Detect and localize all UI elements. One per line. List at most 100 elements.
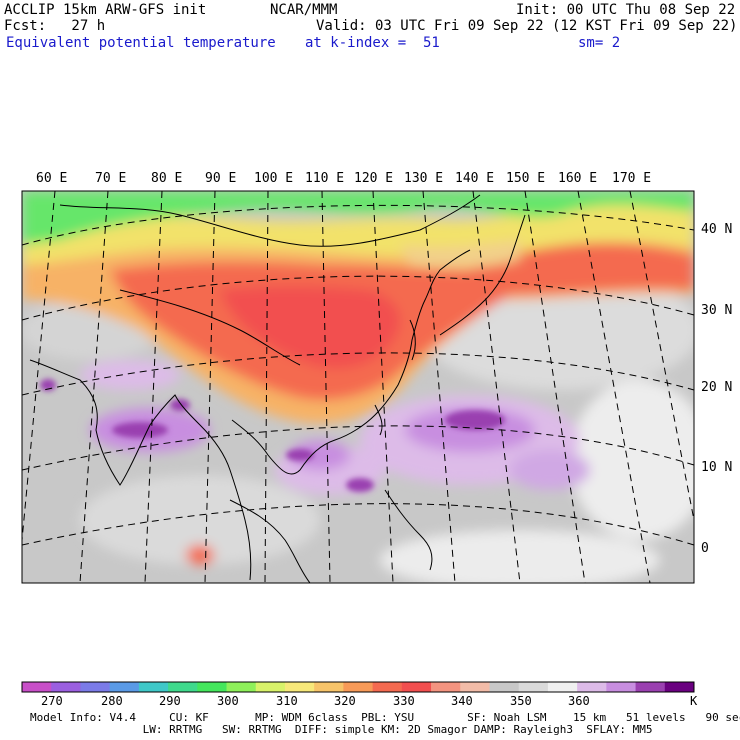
lat-line-30 xyxy=(22,275,694,321)
lat-line-0 xyxy=(22,503,694,546)
philippines-coastline xyxy=(384,489,433,571)
himalaya-border xyxy=(119,289,301,366)
map-frame xyxy=(21,190,695,584)
colorbar-swatch xyxy=(284,682,315,692)
colorbar-swatch xyxy=(401,682,432,692)
field-dark-purple xyxy=(445,410,505,430)
colorbar-swatch xyxy=(372,682,403,692)
colorbar-tick-label: 300 xyxy=(217,694,239,708)
colorbar-swatch xyxy=(197,682,228,692)
lon-label: 60 E xyxy=(36,171,68,186)
field-lilac xyxy=(510,450,590,490)
field-green xyxy=(22,191,694,245)
colorbar-swatch xyxy=(51,682,81,692)
colorbar-swatch xyxy=(138,682,169,692)
lat-label: 20 N xyxy=(701,380,733,395)
lon-line xyxy=(144,191,163,583)
lon-line xyxy=(524,191,586,583)
colorbar-swatch xyxy=(343,682,374,692)
colorbar-tick-label: 360 xyxy=(568,694,590,708)
forecast-hour: Fcst: 27 h xyxy=(4,18,106,34)
field-tan xyxy=(400,240,520,269)
east-asia-coastline xyxy=(231,249,471,475)
lon-line xyxy=(204,191,216,583)
malay-coastline xyxy=(229,499,311,583)
lat-label: 40 N xyxy=(701,222,733,237)
smoothing-value: sm= 2 xyxy=(578,35,621,51)
lat-label: 30 N xyxy=(701,303,733,318)
model-info-line2: LW: RRTMG SW: RRTMG DIFF: simple KM: 2D … xyxy=(30,723,653,736)
lon-label: 90 E xyxy=(205,171,237,186)
colorbar-swatch xyxy=(22,682,52,692)
lon-label: 160 E xyxy=(558,171,598,186)
lon-line xyxy=(472,191,521,583)
lon-line xyxy=(577,191,651,583)
lon-line xyxy=(321,191,331,583)
colorbar-swatch xyxy=(606,682,637,692)
lon-label: 140 E xyxy=(455,171,495,186)
field-dark-purple xyxy=(170,399,190,411)
field-white xyxy=(570,380,694,540)
lon-line xyxy=(22,191,56,541)
lon-label: 120 E xyxy=(354,171,394,186)
lat-line-40 xyxy=(22,204,694,246)
lon-label: 110 E xyxy=(305,171,345,186)
colorbar-tick-label: 310 xyxy=(276,694,298,708)
colorbar-swatch xyxy=(460,682,490,692)
field-lilac xyxy=(80,360,180,390)
lon-line xyxy=(79,191,109,583)
model-info-line1: Model Info: V4.4 CU: KF MP: WDM 6class P… xyxy=(30,711,740,724)
colorbar-tick-label: 280 xyxy=(101,694,123,708)
colorbar-swatch xyxy=(255,682,286,692)
colorbar-swatch xyxy=(80,682,111,692)
field-white xyxy=(380,530,660,583)
colorbar-tick-label: 290 xyxy=(159,694,181,708)
colorbar-unit: K xyxy=(690,694,698,708)
lat-label: 0 xyxy=(701,541,709,556)
lon-label: 170 E xyxy=(612,171,652,186)
run-title: ACCLIP 15km ARW-GFS init xyxy=(4,2,207,18)
japan-coastline xyxy=(439,214,526,336)
lon-line xyxy=(264,191,269,583)
colorbar-tick-label: 330 xyxy=(393,694,415,708)
colorbar-swatch xyxy=(518,682,549,692)
korea-coastline xyxy=(409,319,416,361)
colorbar-frame xyxy=(21,681,695,693)
lon-line xyxy=(422,191,456,583)
organization-label: NCAR/MMM xyxy=(270,2,338,18)
lat-label: 10 N xyxy=(701,460,733,475)
field-dark-purple xyxy=(112,422,168,438)
valid-time: Valid: 03 UTC Fri 09 Sep 22 (12 KST Fri … xyxy=(316,18,738,34)
colorbar-swatch xyxy=(314,682,344,692)
colorbar-swatch xyxy=(168,682,198,692)
colorbar-swatch xyxy=(547,682,578,692)
colorbar-swatch xyxy=(577,682,607,692)
colorbar-swatch xyxy=(635,682,666,692)
lat-line-20 xyxy=(22,352,694,396)
lat-line-10 xyxy=(22,425,694,471)
colorbar-swatch xyxy=(226,682,257,692)
colorbar-swatch xyxy=(109,682,140,692)
colorbar-tick-label: 270 xyxy=(41,694,63,708)
lon-line xyxy=(372,191,394,583)
lon-label: 100 E xyxy=(254,171,294,186)
field-light-gray xyxy=(80,475,320,565)
lon-label: 70 E xyxy=(95,171,127,186)
lon-line xyxy=(629,191,694,521)
taiwan-coastline xyxy=(374,404,383,436)
colorbar-swatch xyxy=(489,682,520,692)
lon-label: 130 E xyxy=(404,171,444,186)
lon-label: 150 E xyxy=(506,171,546,186)
colorbar-swatch xyxy=(664,682,695,692)
field-deep-red xyxy=(220,286,401,369)
lon-label: 80 E xyxy=(151,171,183,186)
field-dark-purple xyxy=(346,478,374,492)
colorbar-tick-label: 350 xyxy=(510,694,532,708)
field-red xyxy=(110,243,694,400)
colorbar-swatch xyxy=(431,682,461,692)
init-time: Init: 00 UTC Thu 08 Sep 22 xyxy=(516,2,736,18)
level-index: at k-index = 51 xyxy=(305,35,440,51)
field-red-spot xyxy=(186,545,214,565)
colorbar xyxy=(21,681,695,693)
